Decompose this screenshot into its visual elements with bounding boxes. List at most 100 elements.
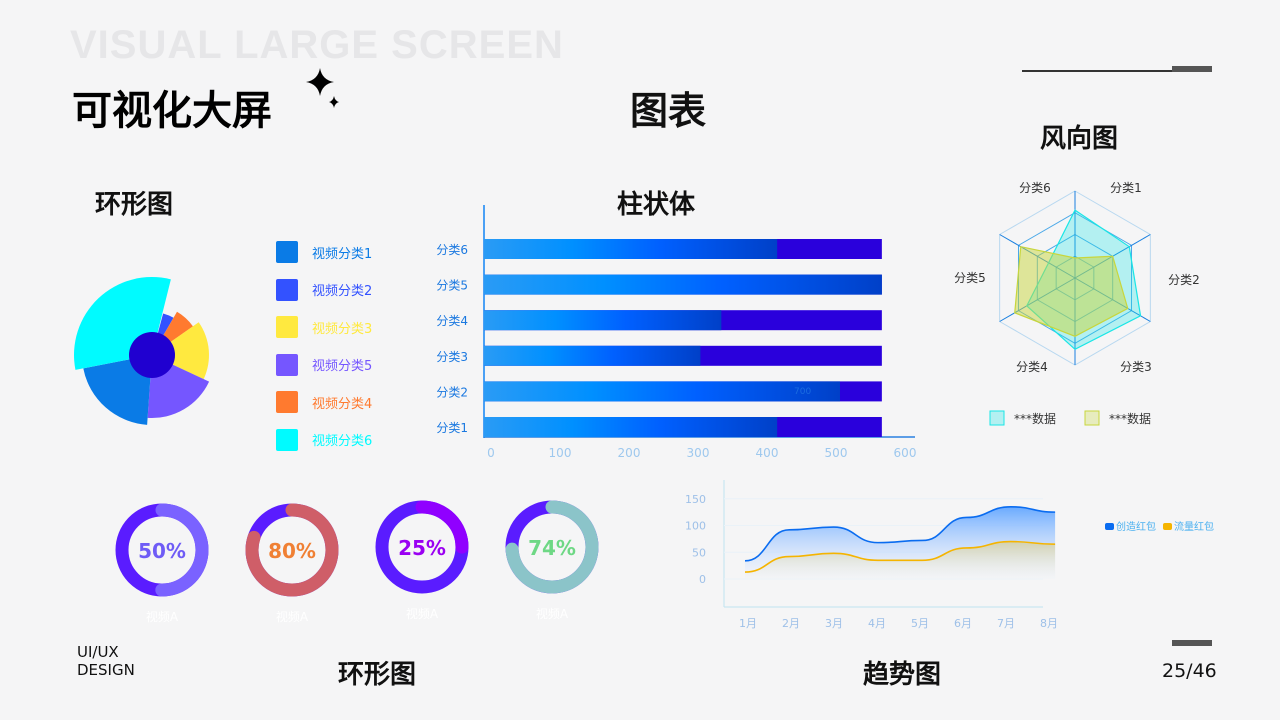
- radar-legend-swatch: [1084, 410, 1100, 426]
- x-tick-label: 8月: [1040, 617, 1058, 630]
- x-tick-label: 4月: [868, 617, 886, 630]
- bar: [484, 274, 882, 295]
- radar-label: 分类1: [1110, 181, 1142, 195]
- deco-bar-bottom: [1172, 640, 1212, 646]
- ring-caption: 视频A: [276, 609, 309, 624]
- deco-line: [1022, 70, 1212, 72]
- rose-title: 环形图: [95, 190, 174, 220]
- trend-title: 趋势图: [863, 660, 942, 690]
- x-tick-label: 500: [825, 446, 848, 460]
- deco-bar: [1172, 66, 1212, 72]
- ring-progress: [115, 503, 209, 597]
- x-tick-label: 400: [756, 446, 779, 460]
- area-chart: 0 50 100 150 1月 2月 3月 4月 5月 6月 7月 8月 创造红包 流量红包: [685, 480, 1214, 630]
- x-tick-label: 6月: [954, 617, 972, 630]
- radar-label: 分类6: [1019, 181, 1051, 195]
- legend-swatch: [276, 428, 298, 451]
- area-fill: [745, 541, 1056, 579]
- ring-charts: 50% 视频A 80% 视频A 25% 视频A 74% 视频A: [115, 500, 599, 624]
- legend-item[interactable]: 视频分类4: [276, 391, 372, 413]
- legend-swatch: [276, 391, 298, 413]
- radar-label: 分类5: [954, 271, 986, 285]
- bar-category-label: 分类4: [436, 314, 468, 328]
- legend-swatch: [276, 353, 298, 376]
- rose-slice: [152, 322, 209, 380]
- rose-slice: [83, 355, 152, 425]
- ring-progress: [375, 500, 469, 594]
- bar: [484, 345, 701, 366]
- x-tick-label: 200: [618, 446, 641, 460]
- radar-label: 分类2: [1168, 273, 1200, 287]
- radar-series: [1014, 245, 1129, 337]
- ring-caption: 视频A: [406, 606, 439, 621]
- ring-percent: 50%: [138, 539, 186, 563]
- ring-caption: 视频A: [536, 606, 569, 621]
- center-title: 图表: [630, 89, 707, 133]
- legend-item[interactable]: 视频分类3: [276, 316, 372, 338]
- bar-category-label: 分类3: [436, 350, 468, 364]
- area-line: [744, 505, 1056, 562]
- bar: [484, 381, 840, 402]
- legend-label: 视频分类3: [312, 321, 373, 337]
- x-tick-label: 7月: [997, 617, 1015, 630]
- bar-category-label: 分类5: [436, 279, 468, 293]
- area-legend-swatch: [1105, 523, 1114, 530]
- legend-label: 视频分类5: [312, 359, 373, 374]
- x-tick-label: 300: [687, 446, 710, 460]
- ring-progress: [505, 500, 599, 594]
- bar: [484, 417, 778, 437]
- x-tick-label: 3月: [825, 617, 843, 630]
- watermark-text: VISUAL LARGE SCREEN: [70, 23, 564, 67]
- rings-title: 环形图: [338, 660, 417, 690]
- x-tick-label: 0: [487, 446, 495, 460]
- legend-swatch: [276, 278, 298, 301]
- ring-percent: 25%: [398, 536, 446, 560]
- bar-title: 柱状体: [617, 190, 696, 220]
- brand-text: UI/UX DESIGN: [77, 643, 135, 679]
- legend-item[interactable]: 视频分类1: [276, 241, 372, 263]
- rose-chart: [74, 277, 210, 425]
- legend-item[interactable]: 视频分类5: [276, 353, 373, 376]
- legend-label: 视频分类4: [312, 396, 373, 412]
- area-legend-swatch: [1163, 523, 1172, 530]
- legend-swatch: [276, 241, 298, 263]
- y-tick-label: 150: [685, 493, 706, 506]
- x-tick-label: 2月: [782, 617, 800, 630]
- radar-title: 风向图: [1040, 124, 1119, 154]
- rose-center: [129, 332, 175, 378]
- radar-chart: 分类1 分类2 分类3 分类4 分类5 分类6 ***数据 ***数据: [954, 181, 1200, 426]
- legend-item[interactable]: 视频分类2: [276, 278, 373, 301]
- page-number: 25/46: [1162, 660, 1217, 682]
- ring-caption: 视频A: [146, 609, 179, 624]
- area-legend-label: 流量红包: [1174, 520, 1214, 533]
- sparkle-icon: [306, 68, 339, 108]
- legend-item[interactable]: 视频分类6: [276, 428, 373, 451]
- bar-annotation: 700: [794, 387, 811, 397]
- page-title: 可视化大屏: [72, 88, 272, 134]
- area-legend-label: 创造红包: [1116, 520, 1156, 533]
- ring-progress: [245, 503, 339, 597]
- y-tick-label: 50: [692, 546, 706, 559]
- bar: [484, 239, 778, 259]
- legend-label: 视频分类1: [312, 246, 373, 262]
- radar-legend-swatch: [989, 410, 1005, 426]
- x-tick-label: 100: [549, 446, 572, 460]
- legend-swatch: [276, 316, 298, 338]
- bar-category-label: 分类6: [436, 243, 468, 257]
- ring-percent: 74%: [528, 536, 576, 560]
- bar-category-label: 分类1: [436, 421, 468, 435]
- y-tick-label: 100: [685, 520, 706, 533]
- x-tick-label: 600: [894, 446, 917, 460]
- bar-category-label: 分类2: [436, 385, 468, 399]
- legend-label: 视频分类2: [312, 284, 373, 299]
- bar: [484, 310, 722, 331]
- y-tick-label: 0: [699, 573, 706, 586]
- legend-label: 视频分类6: [312, 434, 373, 449]
- area-line: [744, 540, 1056, 573]
- bar-chart: 分类1 分类2 分类3 分类4 分类5 分类6 0 100 200 300 400 500 600 700: [436, 205, 917, 460]
- radar-label: 分类3: [1120, 360, 1152, 374]
- radar-legend-label: ***数据: [1014, 411, 1056, 426]
- radar-legend-label: ***数据: [1109, 411, 1151, 426]
- ring-percent: 80%: [268, 539, 316, 563]
- x-tick-label: 5月: [911, 617, 929, 630]
